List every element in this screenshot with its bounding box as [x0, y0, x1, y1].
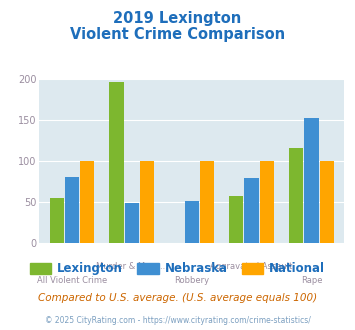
Text: 2019 Lexington: 2019 Lexington [113, 11, 242, 26]
Bar [260, 161, 274, 243]
Bar [289, 148, 303, 243]
Bar [125, 203, 139, 243]
Text: © 2025 CityRating.com - https://www.cityrating.com/crime-statistics/: © 2025 CityRating.com - https://www.city… [45, 316, 310, 325]
Bar [320, 161, 334, 243]
Text: All Violent Crime: All Violent Crime [37, 276, 107, 285]
Bar [229, 196, 244, 243]
Text: Rape: Rape [301, 276, 322, 285]
Bar [80, 161, 94, 243]
Bar [50, 198, 64, 243]
Legend: Lexington, Nebraska, National: Lexington, Nebraska, National [26, 258, 329, 280]
Bar [65, 177, 79, 243]
Bar [200, 161, 214, 243]
Text: Murder & Mans...: Murder & Mans... [96, 262, 168, 271]
Bar [109, 82, 124, 243]
Text: Compared to U.S. average. (U.S. average equals 100): Compared to U.S. average. (U.S. average … [38, 293, 317, 303]
Text: Aggravated Assault: Aggravated Assault [211, 262, 293, 271]
Bar [304, 118, 318, 243]
Bar [185, 201, 199, 243]
Text: Violent Crime Comparison: Violent Crime Comparison [70, 27, 285, 42]
Text: Robbery: Robbery [174, 276, 209, 285]
Bar [140, 161, 154, 243]
Bar [244, 178, 259, 243]
